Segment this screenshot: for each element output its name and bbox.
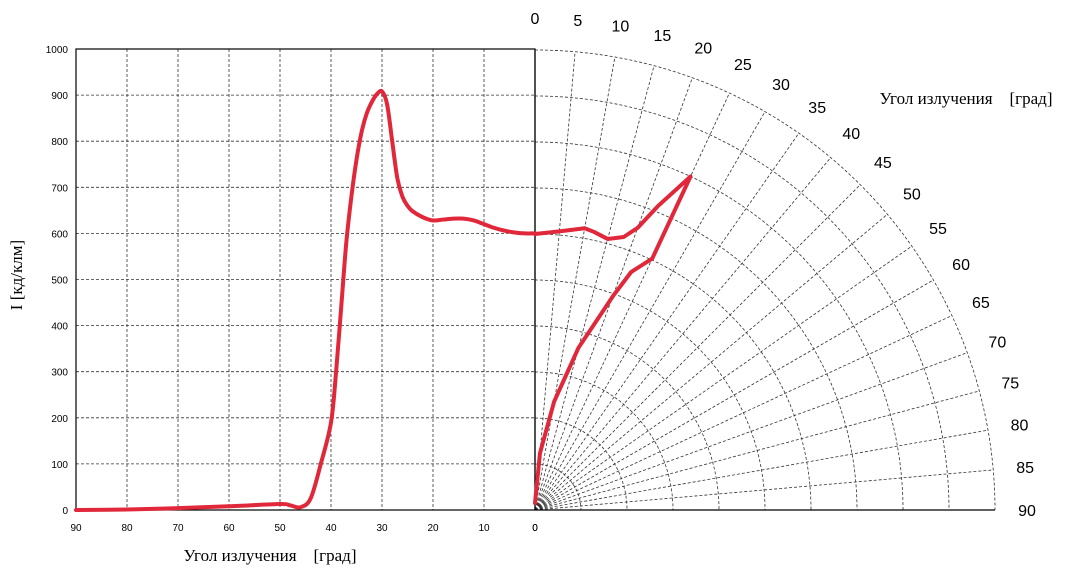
- cartesian-intensity-curve: [74, 88, 537, 512]
- polar-spoke: [534, 245, 913, 511]
- polar-spoke: [534, 390, 980, 511]
- angle-tick-label: 75: [1001, 376, 1019, 393]
- angle-tick-label: 30: [772, 77, 790, 94]
- angle-tick-label: 85: [1016, 460, 1034, 477]
- y-tick-label: 0: [62, 506, 68, 517]
- polar-spoke: [534, 315, 953, 511]
- angle-tick-label: 20: [694, 41, 712, 58]
- polar-spoke: [534, 214, 888, 511]
- x-tick-label: 70: [172, 523, 184, 534]
- angle-tick-label: 0: [531, 11, 540, 28]
- x-tick-label: 10: [478, 523, 490, 534]
- y-axis-label: I [кд/клм]: [7, 240, 26, 310]
- angle-tick-label: 80: [1011, 418, 1029, 435]
- x-tick-label: 90: [70, 523, 82, 534]
- polar-arc: [534, 49, 996, 511]
- y-tick-label: 900: [51, 91, 68, 102]
- angle-tick-label: 10: [612, 18, 630, 35]
- angle-tick-label: 60: [952, 257, 970, 274]
- angle-tick-label: 50: [903, 187, 921, 204]
- angle-tick-label: 5: [573, 13, 582, 30]
- polar-spoke: [534, 184, 861, 511]
- polar-arc: [534, 325, 720, 511]
- polar-spoke: [534, 51, 576, 511]
- x-tick-label: 80: [121, 523, 133, 534]
- y-tick-label: 400: [51, 322, 68, 333]
- polar-spoke: [534, 132, 800, 511]
- angle-tick-label: 55: [929, 221, 947, 238]
- polar-spoke: [534, 352, 968, 511]
- x-tick-label: 50: [274, 523, 286, 534]
- polar-spoke: [534, 279, 934, 511]
- polar-spoke: [534, 65, 655, 511]
- polar-intensity-curve: [533, 174, 693, 506]
- y-tick-label: 700: [51, 183, 68, 194]
- y-tick-label: 200: [51, 414, 68, 425]
- y-tick-label: 1000: [46, 45, 69, 56]
- y-tick-label: 100: [51, 460, 68, 471]
- x-tick-label: 60: [223, 523, 235, 534]
- angle-tick-label: 45: [874, 155, 892, 172]
- polar-arc: [534, 141, 904, 511]
- polar-arc: [534, 95, 950, 511]
- y-tick-label: 500: [51, 276, 68, 287]
- polar-arc: [534, 279, 766, 511]
- x-tick-label: 20: [427, 523, 439, 534]
- angle-tick-label: 40: [842, 126, 860, 143]
- polar-spoke: [534, 92, 730, 511]
- y-tick-label: 300: [51, 368, 68, 379]
- polar-spoke: [534, 157, 831, 511]
- polar-spoke: [534, 56, 616, 511]
- polar-spoke: [534, 429, 989, 511]
- polar-spoke: [534, 111, 766, 511]
- angle-tick-label: 25: [734, 57, 752, 74]
- y-tick-label: 600: [51, 229, 68, 240]
- grid: [76, 48, 996, 511]
- x-tick-label-polar-zero: 0: [532, 523, 538, 534]
- angle-tick-label: 70: [988, 335, 1006, 352]
- polar-spoke: [534, 469, 994, 511]
- angle-tick-label: 65: [972, 295, 990, 312]
- polar-arc: [534, 371, 674, 511]
- y-tick-label: 800: [51, 137, 68, 148]
- x-tick-label: 40: [325, 523, 337, 534]
- angle-tick-label: 90: [1018, 503, 1036, 520]
- x-tick-label: 0: [532, 523, 538, 534]
- angle-tick-label: 15: [653, 28, 671, 45]
- x-tick-label: 30: [376, 523, 388, 534]
- angle-tick-label: 35: [808, 100, 826, 117]
- axes: [75, 48, 995, 511]
- polar-axis-label: Угол излучения [град]: [880, 89, 1053, 108]
- intensity-curves: [74, 88, 693, 512]
- x-axis-label: Угол излучения [град]: [184, 546, 357, 565]
